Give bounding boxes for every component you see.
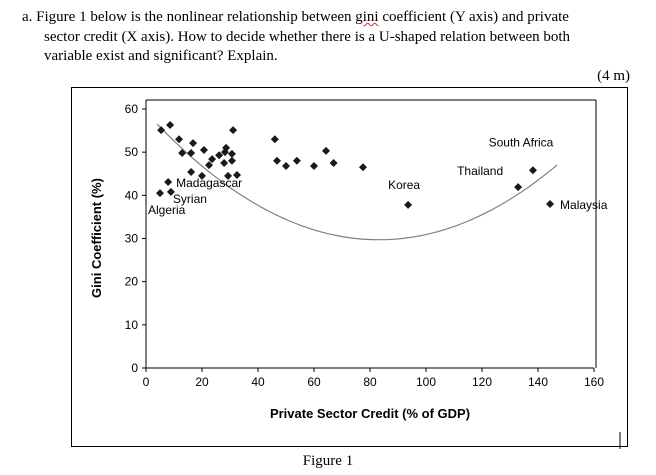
question-line-3: variable exist and significant? Explain.	[44, 48, 278, 64]
x-tick-label: 0	[143, 375, 150, 389]
data-point	[359, 163, 367, 172]
data-point	[166, 120, 175, 129]
y-tick-label: 40	[125, 188, 139, 202]
chart-frame	[71, 87, 628, 447]
data-point	[282, 161, 290, 170]
data-point	[310, 161, 318, 170]
data-point	[229, 126, 238, 135]
question-line-2: sector credit (X axis). How to decide wh…	[44, 28, 571, 45]
x-axis-label: Private Sector Credit (% of GDP)	[270, 406, 470, 421]
data-point	[166, 187, 175, 196]
data-point	[270, 135, 279, 144]
data-point	[164, 177, 173, 186]
data-point	[222, 143, 231, 152]
data-point	[187, 168, 196, 177]
question-line-1a: Figure 1 below is the nonlinear relation…	[36, 9, 356, 25]
trendline	[156, 123, 558, 241]
y-tick-label: 60	[125, 102, 139, 116]
point-label: Thailand	[457, 164, 503, 178]
x-tick-label: 40	[251, 375, 265, 389]
figure-caption: Figure 1	[302, 453, 354, 469]
gini-word: gini	[355, 9, 379, 25]
data-point	[189, 139, 198, 148]
x-tick-label: 80	[363, 375, 377, 389]
y-tick-label: 10	[125, 318, 139, 332]
data-point	[156, 189, 164, 198]
data-point	[322, 146, 331, 155]
data-point	[404, 200, 413, 209]
data-point	[187, 149, 196, 158]
y-axis-label: Gini Coefficient (%)	[89, 178, 104, 298]
data-point	[198, 171, 206, 180]
data-point	[157, 126, 166, 135]
point-label: South Africa	[489, 135, 554, 149]
x-tick-label: 20	[195, 375, 209, 389]
y-tick-label: 50	[125, 145, 139, 159]
data-point	[233, 171, 241, 180]
data-point	[546, 199, 555, 208]
data-point	[208, 155, 217, 164]
data-point	[224, 171, 233, 180]
data-point	[273, 156, 282, 165]
data-point	[220, 158, 229, 167]
x-tick-label: 140	[528, 375, 548, 389]
y-tick-label: 20	[125, 275, 139, 289]
x-tick-label: 60	[307, 375, 321, 389]
question-text: a. Figure 1 below is the nonlinear relat…	[22, 8, 634, 67]
data-point	[514, 183, 523, 192]
y-tick-label: 0	[131, 361, 138, 375]
data-point	[175, 135, 184, 144]
question-prefix: a.	[22, 9, 33, 25]
x-tick-label: 120	[472, 375, 492, 389]
marks-label: (4 m)	[597, 68, 630, 84]
point-label: Algeria	[148, 203, 186, 217]
point-label: Korea	[388, 178, 420, 192]
point-label: Madagascar	[176, 176, 242, 190]
data-point	[227, 156, 236, 165]
data-point	[178, 149, 187, 158]
data-point	[528, 166, 537, 175]
data-point	[227, 149, 236, 158]
data-point	[215, 151, 224, 160]
x-tick-label: 100	[416, 375, 436, 389]
x-tick-label: 160	[584, 375, 604, 389]
data-point	[329, 158, 338, 167]
data-point	[205, 161, 213, 170]
question-line-1b: coefficient (Y axis) and private	[378, 9, 569, 25]
data-point	[292, 156, 301, 165]
y-tick-label: 30	[125, 232, 139, 246]
point-label: Malaysia	[560, 198, 608, 212]
data-point	[199, 146, 208, 155]
point-label: Syrian	[173, 192, 207, 206]
